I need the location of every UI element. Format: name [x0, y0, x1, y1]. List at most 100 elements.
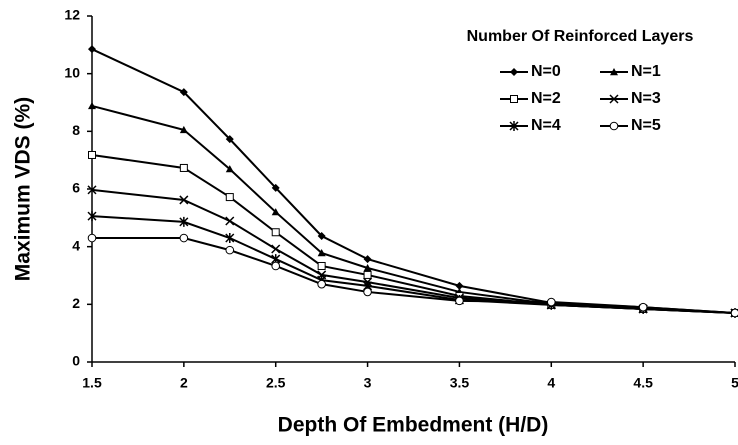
- marker-shape: [317, 261, 326, 270]
- marker: [87, 185, 97, 195]
- marker-shape: [179, 88, 188, 97]
- marker-shape: [271, 208, 280, 216]
- marker-shape: [609, 94, 619, 104]
- marker: [363, 270, 372, 279]
- marker: [509, 121, 519, 131]
- marker: [609, 121, 619, 131]
- marker: [546, 297, 556, 307]
- marker: [225, 245, 235, 255]
- marker: [225, 165, 234, 173]
- marker-shape: [179, 216, 189, 227]
- x-tick-label: 4.5: [633, 375, 653, 391]
- marker-shape: [271, 244, 281, 254]
- marker-shape: [509, 121, 519, 131]
- y-tick-label: 0: [72, 353, 80, 369]
- marker: [271, 261, 281, 271]
- x-tick-label: 4: [547, 375, 555, 391]
- marker: [271, 208, 280, 216]
- marker-shape: [363, 270, 372, 279]
- marker-shape: [225, 216, 235, 226]
- marker: [88, 150, 96, 159]
- marker: [179, 163, 188, 172]
- marker-shape: [225, 135, 234, 144]
- marker: [88, 45, 96, 54]
- marker: [87, 211, 97, 222]
- marker: [317, 249, 326, 257]
- marker-shape: [87, 185, 97, 195]
- marker-shape: [88, 101, 96, 110]
- marker: [730, 308, 738, 318]
- legend-label: N=5: [631, 117, 661, 134]
- marker-shape: [88, 150, 96, 159]
- series-line: [91, 215, 736, 314]
- marker: [87, 233, 97, 243]
- y-tick-label: 2: [72, 295, 80, 311]
- marker-shape: [271, 228, 280, 237]
- marker: [363, 255, 372, 264]
- marker: [225, 193, 234, 202]
- marker-shape: [179, 163, 188, 172]
- marker-shape: [87, 211, 97, 222]
- marker-shape: [317, 249, 326, 257]
- series-line: [91, 188, 736, 314]
- marker: [610, 68, 618, 76]
- marker-shape: [363, 264, 372, 272]
- marker: [179, 195, 189, 205]
- legend-label: N=4: [531, 117, 561, 134]
- marker-shape: [225, 193, 234, 202]
- x-tick-label: 2: [180, 375, 188, 391]
- series-line: [91, 48, 736, 314]
- marker-shape: [225, 165, 234, 173]
- marker: [363, 287, 372, 297]
- y-axis-title: Maximum VDS (%): [12, 97, 35, 281]
- marker: [179, 233, 189, 243]
- marker: [179, 125, 188, 134]
- marker-shape: [610, 68, 618, 76]
- series-line: [91, 104, 736, 314]
- marker-shape: [271, 183, 280, 192]
- marker-shape: [317, 231, 326, 240]
- marker: [225, 233, 235, 244]
- marker-shape: [510, 68, 518, 76]
- marker: [88, 101, 96, 110]
- y-tick-label: 12: [64, 7, 80, 23]
- x-tick-label: 3.5: [450, 375, 470, 391]
- marker-shape: [225, 245, 235, 255]
- marker-shape: [455, 281, 464, 290]
- marker: [271, 228, 280, 237]
- marker-shape: [271, 261, 281, 271]
- marker: [510, 95, 518, 103]
- x-tick-label: 5: [731, 375, 738, 391]
- marker: [225, 216, 235, 226]
- marker: [455, 281, 464, 290]
- legend-label: N=2: [531, 90, 561, 107]
- marker: [455, 296, 464, 306]
- marker: [638, 302, 648, 312]
- marker-shape: [317, 279, 326, 289]
- y-tick-label: 6: [72, 180, 80, 196]
- marker: [363, 264, 372, 272]
- marker-shape: [179, 233, 189, 243]
- marker: [609, 94, 619, 104]
- marker-shape: [88, 45, 96, 54]
- marker: [179, 88, 188, 97]
- marker-shape: [225, 233, 235, 244]
- marker-shape: [609, 121, 619, 131]
- marker: [317, 279, 326, 289]
- marker-shape: [363, 287, 372, 297]
- marker: [317, 261, 326, 270]
- y-tick-label: 4: [72, 237, 80, 253]
- marker-shape: [363, 255, 372, 264]
- marker-shape: [730, 308, 738, 318]
- marker: [510, 68, 518, 76]
- x-axis-title: Depth Of Embedment (H/D): [278, 414, 549, 437]
- legend-label: N=1: [631, 63, 661, 80]
- x-tick-label: 2.5: [266, 375, 286, 391]
- legend-title: Number Of Reinforced Layers: [467, 28, 694, 45]
- marker: [179, 216, 189, 227]
- y-tick-label: 10: [64, 64, 80, 80]
- marker-shape: [638, 302, 648, 312]
- x-tick-label: 1.5: [82, 375, 102, 391]
- marker: [225, 135, 234, 144]
